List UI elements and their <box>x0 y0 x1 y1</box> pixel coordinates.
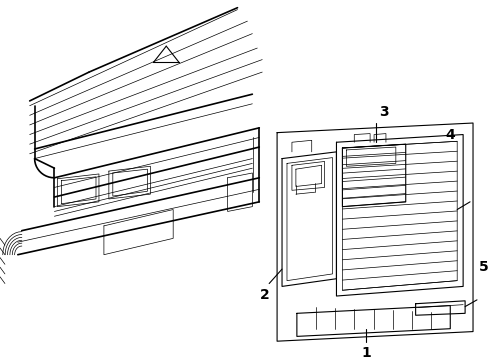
Text: 4: 4 <box>445 128 455 142</box>
Text: 1: 1 <box>361 346 371 360</box>
Text: 2: 2 <box>260 288 270 302</box>
Text: 5: 5 <box>479 260 489 274</box>
Text: 3: 3 <box>379 105 389 119</box>
